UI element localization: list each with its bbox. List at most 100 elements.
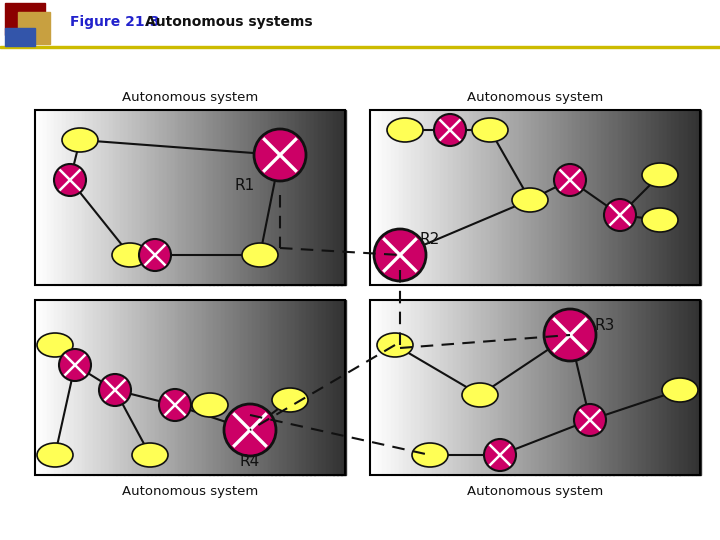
Bar [186, 110, 191, 285]
Bar [81, 300, 86, 475]
Bar [667, 300, 672, 475]
Bar [163, 110, 167, 285]
Circle shape [604, 199, 636, 231]
Bar [552, 300, 556, 475]
Bar [514, 300, 519, 475]
Bar [539, 110, 544, 285]
Bar [485, 110, 490, 285]
Bar [318, 300, 323, 475]
Bar [675, 110, 680, 285]
Bar [78, 110, 82, 285]
Bar [42, 300, 47, 475]
Circle shape [574, 404, 606, 436]
Bar [593, 300, 598, 475]
Bar [120, 110, 125, 285]
Bar [287, 300, 292, 475]
Bar [580, 300, 585, 475]
Bar [527, 110, 531, 285]
Bar [523, 110, 527, 285]
Bar [609, 110, 614, 285]
Text: Autonomous system: Autonomous system [122, 91, 258, 105]
Bar [544, 110, 548, 285]
Bar [667, 110, 672, 285]
Bar [482, 110, 486, 285]
Bar [248, 110, 253, 285]
Bar [452, 300, 457, 475]
Bar [50, 300, 55, 475]
Bar [597, 300, 601, 475]
Bar [205, 300, 210, 475]
Bar [194, 110, 198, 285]
Bar [370, 110, 374, 285]
Bar [124, 300, 128, 475]
Bar [35, 110, 345, 285]
Bar [506, 300, 510, 475]
Ellipse shape [192, 393, 228, 417]
Bar [585, 110, 589, 285]
Bar [593, 110, 598, 285]
Bar [337, 110, 341, 285]
Bar [291, 110, 295, 285]
Ellipse shape [132, 443, 168, 467]
Bar [275, 110, 279, 285]
Bar [279, 300, 284, 475]
Bar [35, 300, 345, 475]
Circle shape [139, 239, 171, 271]
Bar [109, 110, 113, 285]
Bar [159, 300, 163, 475]
Bar [225, 300, 229, 475]
Bar [456, 110, 462, 285]
Bar [104, 110, 109, 285]
Bar [696, 110, 701, 285]
Bar [469, 300, 474, 475]
Ellipse shape [662, 378, 698, 402]
Text: Figure 21.3: Figure 21.3 [70, 15, 160, 29]
Bar [473, 300, 478, 475]
Bar [50, 110, 55, 285]
Bar [174, 110, 179, 285]
Bar [244, 110, 248, 285]
Bar [449, 110, 453, 285]
Bar [151, 110, 156, 285]
Bar [465, 300, 469, 475]
Circle shape [59, 349, 91, 381]
Bar [42, 110, 47, 285]
Bar [428, 300, 433, 475]
Bar [502, 300, 507, 475]
Bar [647, 110, 651, 285]
Bar [322, 110, 326, 285]
Bar [5, 3, 45, 35]
Bar [387, 110, 391, 285]
Bar [101, 300, 105, 475]
Bar [547, 300, 552, 475]
Bar [179, 300, 183, 475]
Bar [650, 110, 655, 285]
Bar [210, 110, 214, 285]
Bar [378, 110, 383, 285]
Bar [650, 300, 655, 475]
Bar [556, 300, 560, 475]
Bar [370, 110, 700, 285]
Bar [35, 300, 40, 475]
Bar [671, 300, 676, 475]
Bar [120, 300, 125, 475]
Bar [485, 300, 490, 475]
Bar [630, 110, 634, 285]
Bar [531, 110, 536, 285]
Bar [66, 110, 71, 285]
Bar [256, 110, 260, 285]
Bar [378, 300, 383, 475]
Bar [198, 300, 202, 475]
Bar [634, 110, 639, 285]
Bar [374, 300, 379, 475]
Bar [186, 300, 191, 475]
Bar [572, 300, 577, 475]
Bar [432, 300, 436, 475]
Bar [89, 110, 94, 285]
Bar [81, 110, 86, 285]
Bar [333, 300, 338, 475]
Bar [527, 300, 531, 475]
Ellipse shape [62, 128, 98, 152]
Circle shape [159, 389, 191, 421]
Bar [654, 110, 660, 285]
